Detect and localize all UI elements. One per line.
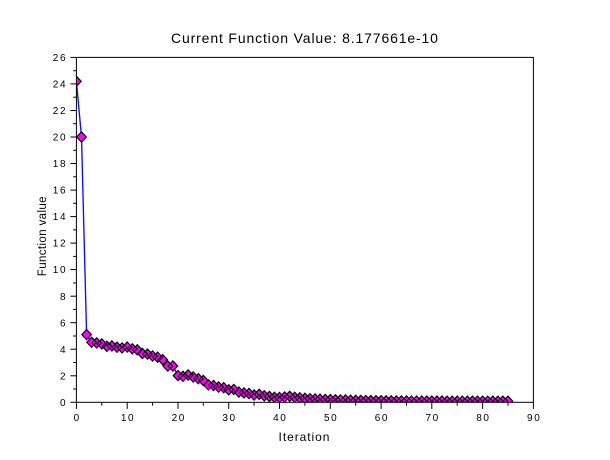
svg-text:Iteration: Iteration <box>279 430 330 444</box>
svg-text:2: 2 <box>60 371 66 382</box>
svg-text:26: 26 <box>53 53 66 64</box>
svg-text:80: 80 <box>476 413 489 424</box>
svg-text:12: 12 <box>53 239 66 250</box>
svg-text:90: 90 <box>527 413 540 424</box>
svg-text:70: 70 <box>425 413 438 424</box>
svg-text:4: 4 <box>60 345 66 356</box>
svg-text:30: 30 <box>222 413 235 424</box>
svg-text:20: 20 <box>53 133 66 144</box>
svg-text:0: 0 <box>74 413 80 424</box>
svg-text:18: 18 <box>53 159 66 170</box>
svg-text:10: 10 <box>53 265 66 276</box>
svg-text:22: 22 <box>53 106 66 117</box>
svg-text:Current Function Value: 8.1776: Current Function Value: 8.177661e-10 <box>171 30 438 46</box>
svg-text:20: 20 <box>172 413 185 424</box>
svg-text:14: 14 <box>53 212 66 223</box>
svg-text:Function value: Function value <box>37 196 49 276</box>
svg-text:8: 8 <box>60 292 66 303</box>
svg-text:50: 50 <box>324 413 337 424</box>
svg-text:10: 10 <box>121 413 134 424</box>
svg-text:6: 6 <box>60 318 66 329</box>
svg-text:0: 0 <box>60 398 66 409</box>
svg-text:60: 60 <box>375 413 388 424</box>
svg-text:16: 16 <box>53 186 66 197</box>
svg-text:24: 24 <box>53 80 66 91</box>
svg-text:40: 40 <box>273 413 286 424</box>
